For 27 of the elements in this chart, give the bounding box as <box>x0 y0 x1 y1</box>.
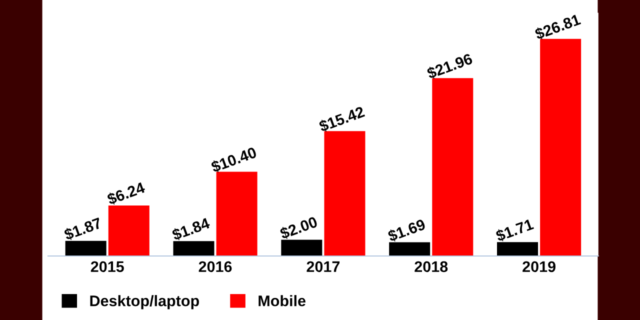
data-label: $26.81 <box>534 13 582 41</box>
x-tick-label: 2018 <box>414 261 448 272</box>
data-label: $1.84 <box>171 216 211 242</box>
bar <box>324 131 366 256</box>
x-tick-label: 2019 <box>522 261 556 272</box>
x-tick-label: 2017 <box>306 261 340 272</box>
data-label: $6.24 <box>106 181 146 206</box>
data-label: $10.40 <box>210 146 258 174</box>
bar <box>108 205 150 256</box>
legend-label: Mobile <box>258 295 306 306</box>
data-label: $15.42 <box>318 106 366 133</box>
x-tick-label: 2016 <box>198 261 232 272</box>
data-label: $21.96 <box>426 52 474 80</box>
bar <box>540 38 582 256</box>
data-label: $1.87 <box>63 216 102 242</box>
data-label: $2.00 <box>278 216 318 240</box>
bar <box>389 242 430 256</box>
bar <box>173 241 214 256</box>
x-tick-label: 2015 <box>90 261 124 272</box>
bar <box>216 172 258 256</box>
legend-label: Desktop/laptop <box>90 295 199 310</box>
bar <box>497 242 538 256</box>
data-label: $1.69 <box>386 218 426 243</box>
bar <box>281 240 322 256</box>
data-label: $1.71 <box>494 218 534 243</box>
bar <box>432 78 474 256</box>
bar <box>65 240 106 256</box>
